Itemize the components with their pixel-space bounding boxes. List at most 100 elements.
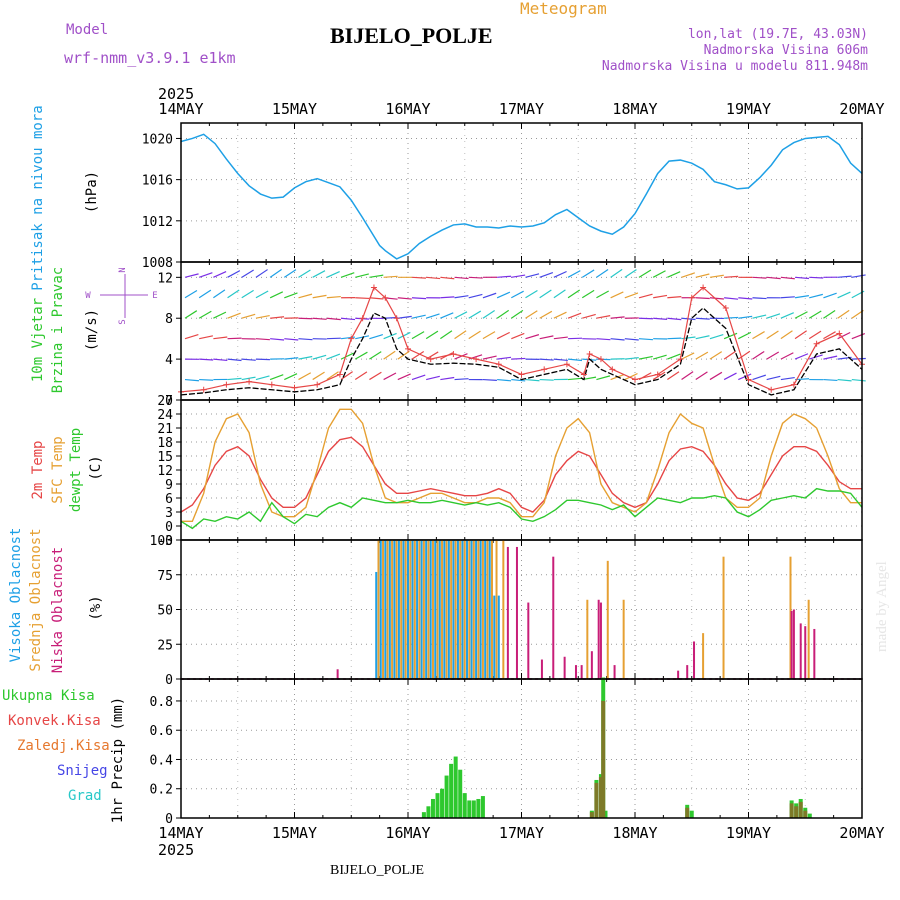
wind-gust-marker — [359, 315, 366, 322]
model-elevation-label: Nadmorska Visina u modelu 811.948m — [602, 59, 868, 74]
high-cloud-bar — [479, 540, 482, 679]
wind-barb — [426, 276, 441, 280]
wind-gust-marker — [450, 351, 457, 357]
low-cloud-bar — [693, 641, 696, 679]
high-cloud-bar — [466, 540, 469, 679]
high-cloud-bar — [452, 540, 455, 679]
time-axis-bottom: 14MAY 15MAY 16MAY 17MAY 18MAY 19MAY 20MAY — [158, 824, 884, 842]
wind-barb — [213, 271, 227, 278]
wind-gust-marker — [370, 284, 377, 291]
wind-barb — [269, 291, 284, 299]
wind-barb — [752, 297, 767, 300]
y-tick-label: 9 — [165, 478, 173, 493]
wind-barb — [497, 275, 512, 278]
wind-barb — [553, 289, 566, 299]
low-cloud-bar — [599, 602, 602, 679]
wind-barb — [667, 296, 682, 299]
wind-barb — [525, 310, 538, 319]
wind-barb — [624, 269, 637, 278]
wind-barb — [312, 270, 326, 278]
precip-legend-frozen: Zaledj.Kisa — [17, 738, 110, 754]
wind-barb — [241, 313, 256, 319]
wind-barb — [298, 293, 313, 299]
time-tick-top: 15MAY — [272, 100, 317, 118]
mid-cloud-bar — [413, 540, 416, 679]
time-tick-bottom: 20MAY — [839, 824, 884, 842]
wind-barb — [355, 273, 369, 278]
compass-west: W — [85, 291, 91, 301]
wind-barb — [837, 378, 852, 382]
cloud-ylabel-low: Niska Oblacnost — [50, 547, 66, 673]
wind-barb — [638, 293, 653, 299]
wind-barb — [511, 274, 526, 278]
y-tick-label: 0 — [165, 520, 173, 535]
mid-cloud-bar — [427, 540, 430, 679]
high-cloud-bar — [393, 540, 396, 679]
y-tick-label: 0.2 — [150, 783, 173, 798]
wind-barb — [227, 337, 242, 340]
wind-barb — [525, 334, 540, 340]
wind-barb — [440, 276, 455, 280]
high-cloud-bar — [375, 571, 378, 679]
wind-barb — [809, 293, 823, 299]
precip-legend-graupel: Grad — [68, 788, 102, 804]
wind-barb — [326, 371, 339, 381]
wind-barb — [510, 309, 524, 319]
total-precip-bar — [426, 806, 431, 818]
y-tick-label: 6 — [165, 492, 173, 507]
wind-barb — [199, 358, 214, 361]
wind-barb — [610, 268, 623, 278]
y-tick-label: 18 — [157, 436, 173, 451]
time-tick-top: 14MAY — [158, 100, 203, 118]
wind-barb — [681, 272, 695, 278]
wind-barb — [454, 353, 468, 360]
wind-barb — [652, 371, 666, 381]
dewpoint-line — [180, 487, 863, 530]
wind-barb — [653, 354, 667, 360]
conv-precip-bar — [589, 812, 594, 818]
compass-south: S — [118, 319, 128, 324]
wind-gust-marker — [790, 381, 797, 388]
wind-barb — [681, 371, 694, 381]
high-cloud-bar — [388, 540, 391, 679]
y-tick-label: 12 — [157, 464, 173, 479]
wind-barb — [596, 269, 609, 278]
wind-barb — [568, 358, 583, 362]
wind-barb — [695, 297, 710, 300]
wind-gust-marker — [722, 305, 729, 311]
wind-barb — [794, 295, 809, 299]
wind-barb — [837, 331, 851, 340]
wind-barb — [809, 354, 823, 360]
low-cloud-bar — [563, 656, 566, 679]
wind-barb — [794, 330, 807, 340]
wind-barb — [511, 357, 526, 360]
wind-barb — [681, 352, 695, 360]
wind-gust-marker — [836, 330, 843, 337]
wind-barb — [837, 309, 850, 319]
wind-barb — [723, 350, 737, 360]
cloud-unit: (%) — [88, 595, 104, 620]
wind-gust-marker — [609, 366, 616, 373]
y-tick-label: -3 — [157, 534, 173, 549]
wind-barb — [738, 315, 753, 319]
wind-barb — [468, 310, 482, 319]
wind-barb — [468, 276, 483, 279]
conv-precip-bar — [789, 803, 794, 818]
wind-barb — [724, 297, 739, 300]
time-tick-bottom: 18MAY — [612, 824, 657, 842]
wind-barb — [369, 334, 384, 340]
y-tick-label: 0.8 — [150, 695, 173, 710]
wind-barb — [851, 357, 866, 360]
wind-barb — [794, 353, 809, 360]
wind-barb — [199, 335, 214, 340]
mid-cloud-bar — [445, 540, 448, 679]
conv-precip-bar — [794, 806, 799, 818]
wind-barb — [511, 290, 524, 299]
wind-gust-marker — [495, 361, 502, 368]
wind-barb — [482, 378, 497, 381]
wind-barb — [709, 351, 723, 360]
wind-barb — [411, 374, 426, 381]
wind-gust-marker — [688, 294, 695, 301]
mid-cloud-bar — [422, 540, 425, 679]
temp-ylabel-sub: SFC Temp — [50, 436, 66, 503]
